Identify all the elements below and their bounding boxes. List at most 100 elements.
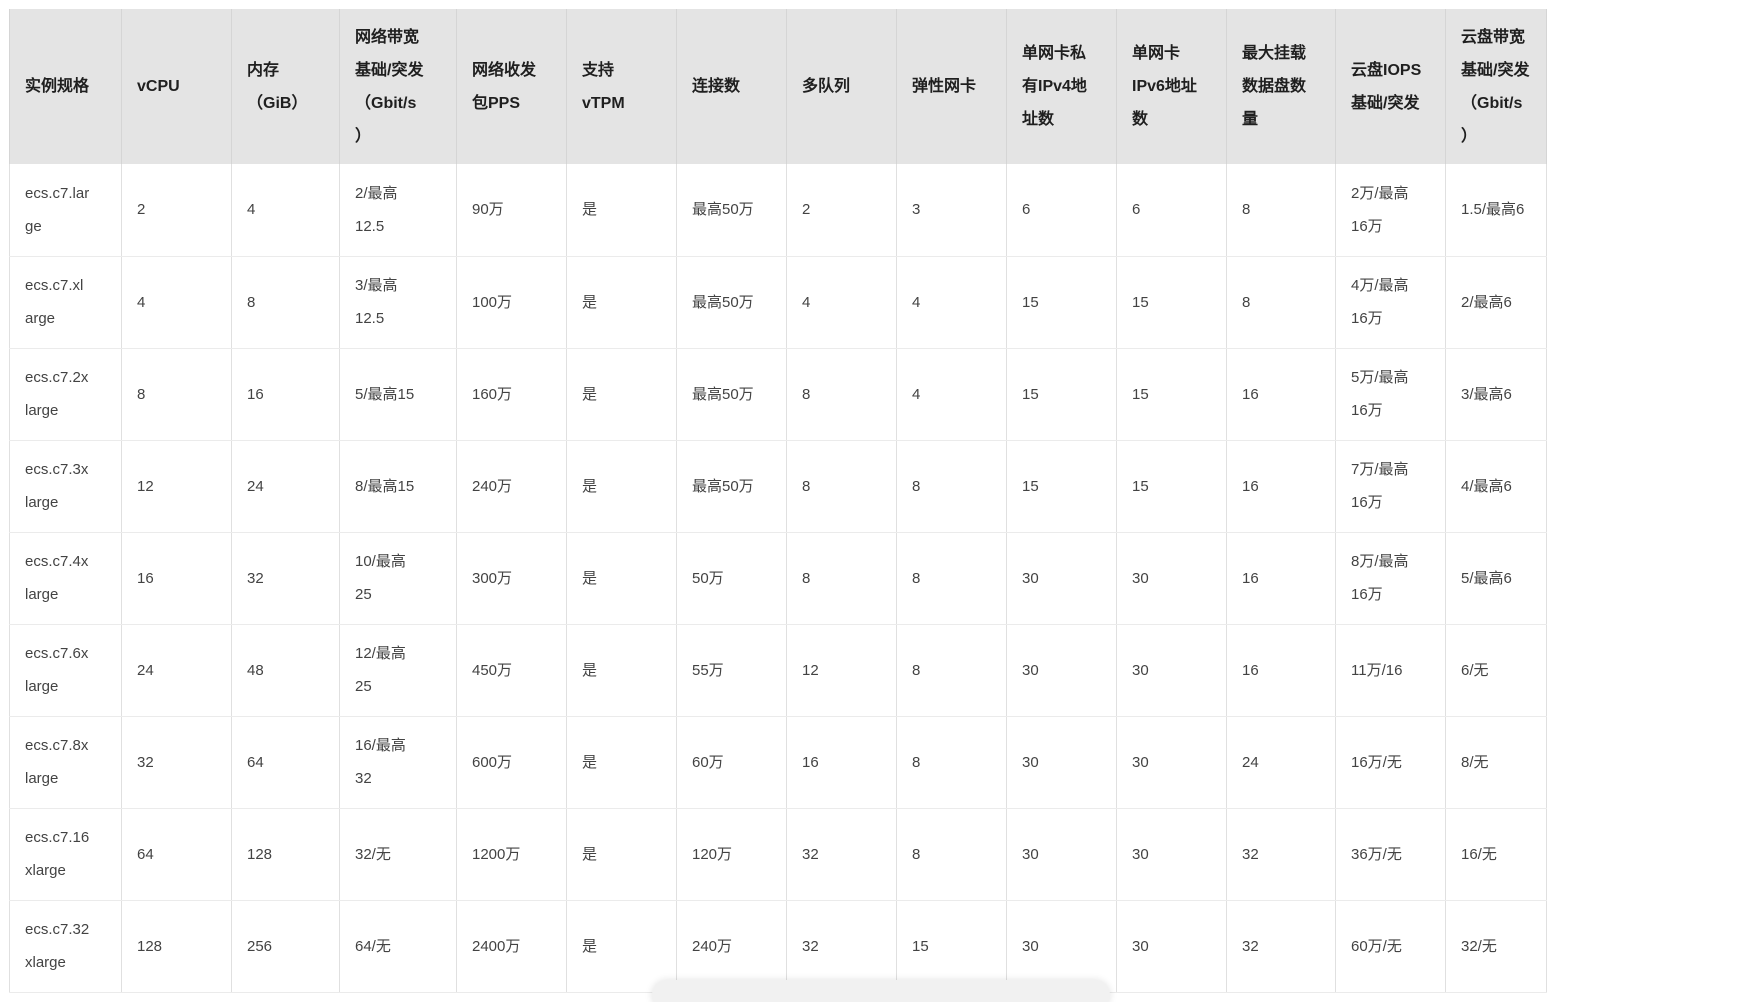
spec-value-cell: 4 <box>896 256 1007 349</box>
spec-value-cell: 8 <box>231 256 340 349</box>
spec-value-cell: 32 <box>1226 900 1336 993</box>
spec-value-cell: 12 <box>121 440 232 533</box>
column-header-1: 实例规格 <box>9 9 122 164</box>
spec-value-cell: 12/最高 25 <box>339 624 457 717</box>
spec-value-cell: 2400万 <box>456 900 567 993</box>
spec-value-cell: 12 <box>786 624 897 717</box>
spec-value-cell: 16 <box>231 348 340 441</box>
spec-value-cell: 2 <box>121 164 232 257</box>
spec-value-cell: 30 <box>1116 532 1227 625</box>
spec-value-cell: 4 <box>896 348 1007 441</box>
spec-value-cell: 4 <box>121 256 232 349</box>
spec-value-cell: 16/无 <box>1445 808 1547 901</box>
table-row: ecs.c7.8x large 32 64 16/最高 32 600万是 60万 16 8 30… <box>9 716 1547 809</box>
spec-value-cell: 8 <box>896 716 1007 809</box>
spec-value-cell: 8 <box>896 440 1007 533</box>
spec-value-cell: 11万/16 <box>1335 624 1446 717</box>
spec-value-cell: 是 <box>566 256 677 349</box>
spec-value-cell: 8 <box>896 808 1007 901</box>
spec-value-cell: 32 <box>231 532 340 625</box>
spec-value-cell: 15 <box>1116 348 1227 441</box>
spec-value-cell: 是 <box>566 808 677 901</box>
spec-value-cell: 15 <box>1116 440 1227 533</box>
instance-spec-cell: ecs.c7.lar ge <box>9 164 122 257</box>
spec-value-cell: 64 <box>121 808 232 901</box>
spec-value-cell: 2/最高6 <box>1445 256 1547 349</box>
instance-spec-cell: ecs.c7.16 xlarge <box>9 808 122 901</box>
spec-value-cell: 24 <box>121 624 232 717</box>
column-header-14: 云盘带宽 基础/突发 （Gbit/s ） <box>1445 9 1547 164</box>
spec-value-cell: 8 <box>121 348 232 441</box>
table-row: ecs.c7.xl arge 4 8 3/最高 12.5 100万是最高50万 4 4 15 1… <box>9 256 1547 349</box>
spec-value-cell: 16/最高 32 <box>339 716 457 809</box>
spec-value-cell: 6 <box>1006 164 1117 257</box>
spec-value-cell: 15 <box>1006 348 1117 441</box>
spec-value-cell: 4 <box>231 164 340 257</box>
spec-value-cell: 2 <box>786 164 897 257</box>
spec-value-cell: 10/最高 25 <box>339 532 457 625</box>
instance-spec-table: 实例规格 vCPU 内存 （GiB） 网络带宽 基础/突发 （Gbit/s ）网络收发… <box>9 9 1547 993</box>
spec-value-cell: 30 <box>1116 716 1227 809</box>
spec-value-cell: 240万 <box>676 900 787 993</box>
column-header-13: 云盘IOPS 基础/突发 <box>1335 9 1446 164</box>
instance-spec-cell: ecs.c7.6x large <box>9 624 122 717</box>
spec-value-cell: 7万/最高 16万 <box>1335 440 1446 533</box>
spec-value-cell: 30 <box>1006 716 1117 809</box>
spec-value-cell: 256 <box>231 900 340 993</box>
spec-value-cell: 48 <box>231 624 340 717</box>
spec-value-cell: 30 <box>1116 624 1227 717</box>
spec-value-cell: 100万 <box>456 256 567 349</box>
horizontal-scrollbar-thumb[interactable] <box>652 980 1110 1002</box>
spec-value-cell: 36万/无 <box>1335 808 1446 901</box>
spec-value-cell: 3/最高6 <box>1445 348 1547 441</box>
spec-value-cell: 300万 <box>456 532 567 625</box>
instance-spec-cell: ecs.c7.8x large <box>9 716 122 809</box>
spec-value-cell: 8 <box>896 624 1007 717</box>
spec-value-cell: 是 <box>566 440 677 533</box>
spec-value-cell: 16 <box>121 532 232 625</box>
spec-value-cell: 32 <box>786 808 897 901</box>
spec-value-cell: 5/最高15 <box>339 348 457 441</box>
table-row: ecs.c7.16 xlarge 64 128 32/无 1200万是 120万 32 8 30… <box>9 808 1547 901</box>
spec-value-cell: 30 <box>1116 900 1227 993</box>
spec-value-cell: 2万/最高 16万 <box>1335 164 1446 257</box>
spec-value-cell: 30 <box>1006 532 1117 625</box>
spec-value-cell: 16万/无 <box>1335 716 1446 809</box>
spec-value-cell: 30 <box>1006 900 1117 993</box>
spec-value-cell: 是 <box>566 716 677 809</box>
spec-value-cell: 32/无 <box>339 808 457 901</box>
spec-value-cell: 16 <box>1226 440 1336 533</box>
spec-value-cell: 2/最高 12.5 <box>339 164 457 257</box>
column-header-8: 多队列 <box>786 9 897 164</box>
spec-value-cell: 是 <box>566 624 677 717</box>
spec-value-cell: 450万 <box>456 624 567 717</box>
spec-value-cell: 是 <box>566 164 677 257</box>
spec-value-cell: 16 <box>1226 348 1336 441</box>
column-header-2: vCPU <box>121 9 232 164</box>
table-row: ecs.c7.32 xlarge 128 256 64/无 2400万是 240万 32 15… <box>9 900 1547 993</box>
column-header-7: 连接数 <box>676 9 787 164</box>
instance-spec-cell: ecs.c7.3x large <box>9 440 122 533</box>
spec-value-cell: 240万 <box>456 440 567 533</box>
spec-value-cell: 3 <box>896 164 1007 257</box>
column-header-11: 单网卡 IPv6地址 数 <box>1116 9 1227 164</box>
spec-value-cell: 8 <box>1226 164 1336 257</box>
spec-value-cell: 60万/无 <box>1335 900 1446 993</box>
spec-value-cell: 600万 <box>456 716 567 809</box>
spec-value-cell: 16 <box>1226 624 1336 717</box>
spec-value-cell: 90万 <box>456 164 567 257</box>
spec-value-cell: 8 <box>786 532 897 625</box>
column-header-9: 弹性网卡 <box>896 9 1007 164</box>
spec-value-cell: 15 <box>1006 440 1117 533</box>
instance-spec-cell: ecs.c7.32 xlarge <box>9 900 122 993</box>
spec-value-cell: 64/无 <box>339 900 457 993</box>
spec-value-cell: 1.5/最高6 <box>1445 164 1547 257</box>
table-row: ecs.c7.lar ge 2 4 2/最高 12.5 90万是最高50万 2 3 6 6 8 2万… <box>9 164 1547 257</box>
spec-value-cell: 4 <box>786 256 897 349</box>
spec-value-cell: 8/无 <box>1445 716 1547 809</box>
spec-value-cell: 15 <box>896 900 1007 993</box>
table-row: ecs.c7.6x large 24 48 12/最高 25 450万是 55万 12 8 30… <box>9 624 1547 717</box>
spec-value-cell: 24 <box>1226 716 1336 809</box>
spec-value-cell: 最高50万 <box>676 164 787 257</box>
spec-value-cell: 5/最高6 <box>1445 532 1547 625</box>
